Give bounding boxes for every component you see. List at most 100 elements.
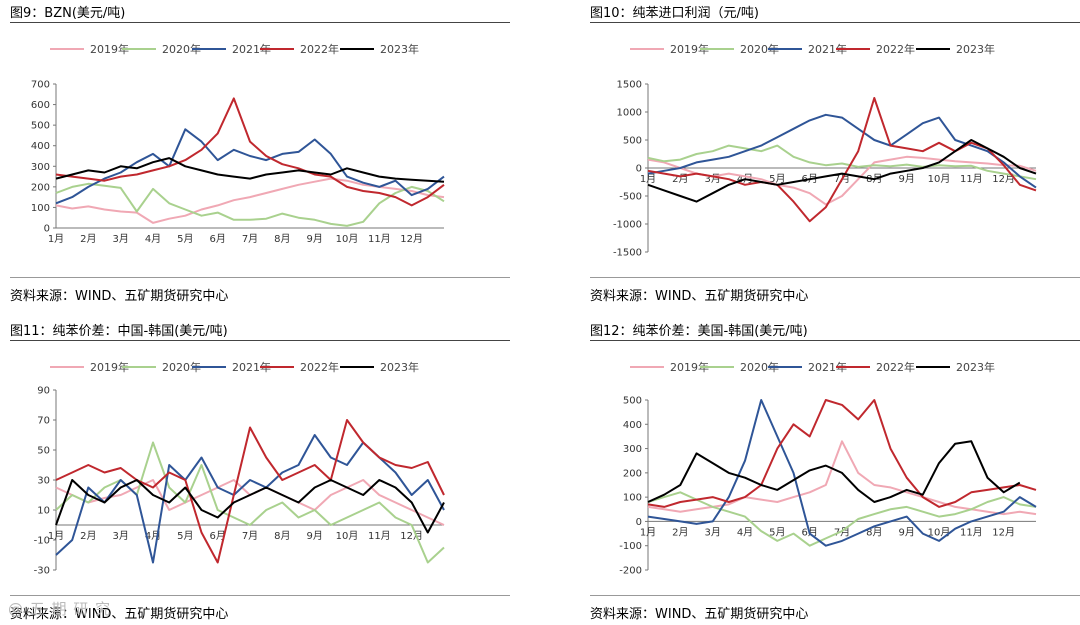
- x-tick-label: 9月: [898, 526, 914, 538]
- x-tick-label: 5月: [177, 233, 193, 245]
- legend-label: 2022年: [300, 43, 339, 56]
- series-line: [647, 491, 1037, 547]
- legend-label: 2020年: [162, 43, 201, 56]
- y-tick-label: -30: [34, 566, 50, 577]
- series-line: [55, 157, 445, 183]
- x-tick-label: 10月: [336, 233, 359, 245]
- y-tick-label: 0: [636, 164, 642, 175]
- y-tick-label: 90: [37, 386, 50, 397]
- x-tick-label: 12月: [400, 530, 423, 542]
- y-tick-label: -500: [619, 192, 642, 203]
- chart-legend: 2019年 2020年 2021年 2022年 2023年: [590, 359, 1080, 375]
- series-line: [647, 144, 1037, 181]
- source-rule: [590, 595, 1080, 596]
- legend-swatch: [50, 48, 84, 50]
- legend-swatch: [768, 48, 802, 50]
- series-line: [647, 440, 1021, 503]
- legend-label: 2021年: [232, 361, 271, 374]
- chart-source: 资料来源：WIND、五矿期货研究中心: [10, 607, 229, 622]
- legend-label: 2021年: [232, 43, 271, 56]
- legend-swatch: [916, 48, 950, 50]
- series-line: [55, 479, 445, 526]
- x-tick-label: 5月: [177, 530, 193, 542]
- series-line: [55, 182, 445, 227]
- series-line: [55, 128, 445, 205]
- x-tick-label: 6月: [209, 233, 225, 245]
- legend-label: 2020年: [740, 361, 779, 374]
- x-tick-label: 1月: [640, 526, 656, 538]
- chart-title: 图10：纯苯进口利润（元/吨): [590, 6, 759, 21]
- legend-swatch: [260, 366, 294, 368]
- x-tick-label: 1月: [640, 173, 656, 185]
- series-line: [55, 97, 445, 207]
- x-tick-label: 6月: [209, 530, 225, 542]
- legend-swatch: [122, 48, 156, 50]
- y-tick-label: 1000: [617, 108, 642, 119]
- y-tick-label: 600: [31, 100, 50, 111]
- y-tick-label: -1000: [613, 220, 642, 231]
- chart-plot: 0 100 200 300 400 500 600 700 1月 2月 3月 4月 5月 6月 7月 8月 9月…: [31, 80, 445, 245]
- legend-swatch: [700, 48, 734, 50]
- series-line: [647, 399, 1037, 547]
- x-tick-label: 5月: [769, 173, 785, 185]
- y-tick-label: -100: [619, 541, 642, 552]
- y-tick-label: -10: [34, 536, 50, 547]
- source-rule: [590, 277, 1080, 278]
- source-rule: [10, 595, 510, 596]
- legend-swatch: [192, 366, 226, 368]
- y-tick-label: 200: [623, 468, 642, 479]
- legend-label: 2019年: [670, 361, 709, 374]
- chart-title: 图11：纯苯价差：中国-韩国(美元/吨): [10, 324, 228, 339]
- legend-swatch: [768, 366, 802, 368]
- legend-swatch: [630, 48, 664, 50]
- legend-swatch: [630, 366, 664, 368]
- x-tick-label: 2月: [672, 526, 688, 538]
- legend-swatch: [340, 366, 374, 368]
- legend-label: 2023年: [380, 43, 419, 56]
- x-tick-label: 3月: [112, 233, 128, 245]
- legend-swatch: [122, 366, 156, 368]
- legend-label: 2019年: [90, 361, 129, 374]
- y-tick-label: 100: [623, 493, 642, 504]
- chart-source: 资料来源：WIND、五矿期货研究中心: [590, 289, 809, 304]
- y-tick-label: 700: [31, 80, 50, 91]
- chart-source: 资料来源：WIND、五矿期货研究中心: [10, 289, 229, 304]
- x-tick-label: 8月: [274, 530, 290, 542]
- x-tick-label: 2月: [80, 530, 96, 542]
- x-tick-label: 9月: [898, 173, 914, 185]
- x-tick-label: 11月: [368, 233, 391, 245]
- legend-swatch: [192, 48, 226, 50]
- series-line: [647, 113, 1037, 189]
- legend-swatch: [836, 366, 870, 368]
- x-tick-label: 11月: [960, 526, 983, 538]
- x-tick-label: 10月: [336, 530, 359, 542]
- x-tick-label: 11月: [960, 173, 983, 185]
- x-tick-label: 11月: [368, 530, 391, 542]
- legend-swatch: [700, 366, 734, 368]
- y-tick-label: 500: [623, 136, 642, 147]
- chart-title: 图12：纯苯价差：美国-韩国(美元/吨): [590, 324, 808, 339]
- x-tick-label: 12月: [992, 173, 1015, 185]
- chart-title: 图9：BZN(美元/吨): [10, 6, 126, 21]
- x-tick-label: 7月: [242, 530, 258, 542]
- legend-label: 2021年: [808, 361, 847, 374]
- legend-label: 2019年: [670, 43, 709, 56]
- chart-legend: 2019年 2020年 2021年 2022年 2023年: [590, 41, 1080, 57]
- series-line: [647, 399, 1037, 508]
- y-tick-label: 30: [37, 476, 50, 487]
- series-line: [55, 419, 445, 564]
- y-tick-label: -1500: [613, 248, 642, 259]
- legend-label: 2023年: [956, 43, 995, 56]
- legend-label: 2022年: [876, 361, 915, 374]
- chart-panel-china-korea-spread: 图11：纯苯价差：中国-韩国(美元/吨) 2019年 2020年 2021年 2022…: [10, 318, 510, 622]
- legend-swatch: [836, 48, 870, 50]
- x-tick-label: 12月: [400, 233, 423, 245]
- y-tick-label: 0: [44, 224, 50, 235]
- x-tick-label: 4月: [145, 233, 161, 245]
- x-tick-label: 1月: [48, 530, 64, 542]
- y-tick-label: 200: [31, 182, 50, 193]
- x-tick-label: 9月: [306, 530, 322, 542]
- legend-label: 2022年: [300, 361, 339, 374]
- legend-label: 2020年: [162, 361, 201, 374]
